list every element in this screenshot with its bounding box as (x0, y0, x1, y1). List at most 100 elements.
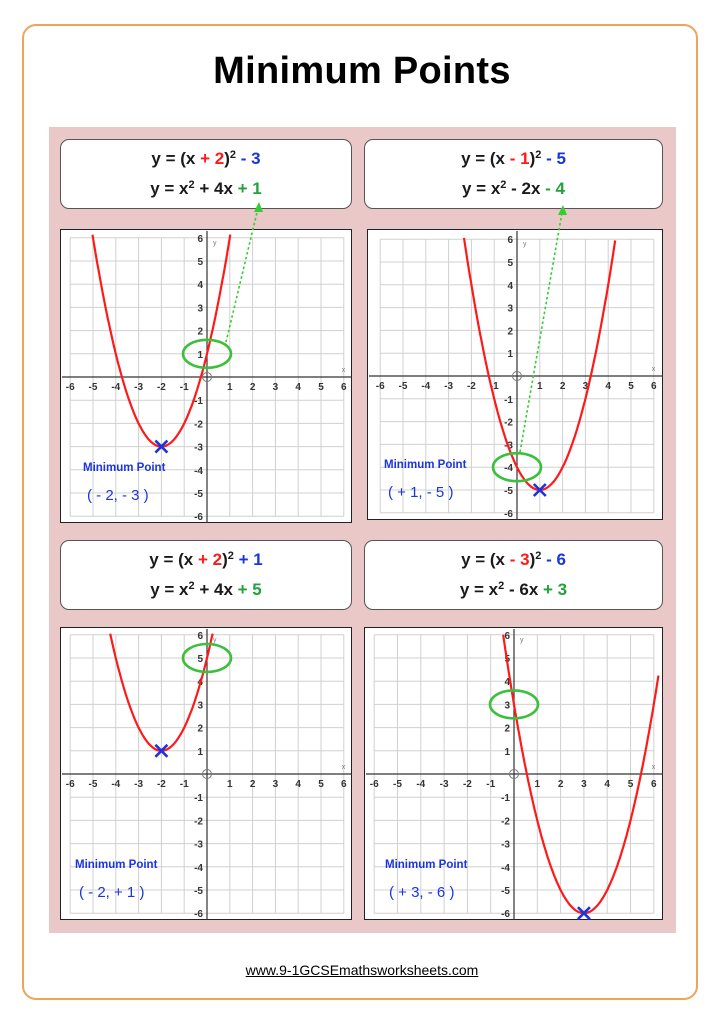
y-tick-label: -4 (194, 466, 203, 477)
origin-marker (202, 372, 212, 382)
x-tick-label: 2 (558, 779, 564, 790)
x-tick-label: 4 (295, 779, 301, 790)
y-axis-label: y (213, 240, 217, 247)
x-tick-label: -3 (134, 382, 143, 393)
x-tick-label: -2 (157, 382, 166, 393)
y-tick-label: 4 (504, 677, 510, 688)
page-title: Minimum Points (213, 50, 511, 92)
y-tick-label: -6 (501, 909, 510, 920)
y-tick-label: -3 (194, 443, 203, 454)
y-axis-label: y (213, 637, 217, 644)
x-tick-label: 4 (604, 779, 610, 790)
parabola-curve (502, 634, 660, 915)
minimum-point-coords: ( + 3, - 6 ) (389, 884, 455, 901)
minimum-point-coords: ( - 2, - 3 ) (87, 487, 149, 504)
minimum-point-label: Minimum Point (83, 462, 166, 474)
y-axis-label: y (523, 241, 527, 248)
x-tick-label: -4 (111, 382, 120, 393)
x-tick-label: 5 (318, 382, 324, 393)
y-tick-label: -1 (501, 793, 510, 804)
x-tick-label: 3 (581, 779, 587, 790)
x-tick-label: -6 (66, 779, 75, 790)
x-tick-label: -1 (486, 779, 495, 790)
vertex-form-equation: y = (x - 1)2 - 5 (461, 149, 566, 168)
x-tick-label: 4 (295, 382, 301, 393)
y-tick-label: 3 (507, 304, 513, 315)
x-tick-label: -5 (393, 779, 402, 790)
y-axis-label: y (520, 637, 524, 644)
expanded-equation: y = x2 - 6x + 3 (459, 580, 568, 599)
x-tick-label: -1 (180, 779, 189, 790)
x-tick-label: -2 (463, 779, 472, 790)
minimum-marker-stroke (532, 483, 547, 497)
graph-2: x y -6 -5 -4 -3 -2 -1 1 2 3 4 5 6 6 5 4 3 2 1 -1 -2 -3 -4 -5 -6 M… (367, 229, 663, 520)
x-tick-label: 5 (318, 779, 324, 790)
x-tick-label: -4 (111, 779, 120, 790)
expanded-equation: y = x2 - 2x - 4 (461, 179, 565, 198)
graph-1-canvas: x y -6 -5 -4 -3 -2 -1 1 2 3 4 5 6 6 5 4 3 2 1 -1 -2 -3 -4 -5 -6 (62, 231, 352, 523)
origin-marker (509, 769, 519, 779)
x-tick-label: 5 (628, 779, 634, 790)
minimum-marker-stroke (154, 743, 169, 758)
minimum-marker-stroke (576, 906, 591, 921)
y-tick-label: 2 (504, 724, 510, 735)
y-tick-label: 3 (197, 303, 203, 314)
x-tick-label: 2 (250, 382, 256, 393)
equation-box-4: y = (x - 3)2 - 6 y = x2 - 6x + 3 (364, 540, 663, 610)
minimum-point-label: Minimum Point (75, 859, 158, 871)
y-intercept-highlight (181, 338, 233, 370)
minimum-point-label: Minimum Point (384, 459, 467, 471)
x-tick-label: -1 (180, 382, 189, 393)
y-tick-label: 5 (197, 257, 203, 268)
equation-box-1: y = (x + 2)2 - 3 y = x2 + 4x + 1 (60, 139, 352, 209)
y-tick-label: -4 (504, 463, 513, 474)
minimum-point-label: Minimum Point (385, 859, 468, 871)
y-tick-label: 3 (197, 700, 203, 711)
x-tick-label: 1 (227, 382, 233, 393)
x-axis-label: x (342, 764, 346, 771)
y-tick-label: -5 (194, 489, 203, 500)
equation-box-2: y = (x - 1)2 - 5 y = x2 - 2x - 4 (364, 139, 663, 209)
x-tick-label: 5 (628, 381, 634, 392)
y-tick-label: 6 (507, 235, 513, 246)
page-frame (22, 24, 698, 1000)
y-tick-label: -5 (504, 486, 513, 497)
minimum-point-coords: ( + 1, - 5 ) (388, 484, 454, 501)
x-tick-label: 2 (250, 779, 256, 790)
graph-3: x y -6 -5 -4 -3 -2 -1 1 2 3 4 5 6 6 5 4 3 2 1 -1 -2 -3 -4 -5 -6 M… (60, 627, 352, 920)
y-tick-label: 4 (507, 281, 513, 292)
y-tick-label: -2 (501, 816, 510, 827)
footer-link[interactable]: www.9-1GCSEmathsworksheets.com (245, 962, 479, 978)
y-tick-label: 6 (197, 631, 203, 642)
y-tick-label: -2 (504, 418, 513, 429)
y-tick-label: -6 (504, 509, 513, 520)
x-tick-label: -2 (157, 779, 166, 790)
x-tick-label: -4 (421, 381, 430, 392)
y-intercept-highlight (181, 642, 233, 674)
y-tick-label: -4 (501, 863, 510, 874)
y-tick-label: -2 (194, 816, 203, 827)
x-tick-label: -6 (376, 381, 385, 392)
x-tick-label: -1 (490, 381, 499, 392)
x-tick-label: -4 (416, 779, 425, 790)
x-tick-label: 3 (273, 382, 279, 393)
y-tick-label: 1 (504, 747, 510, 758)
vertex-form-equation: y = (x - 3)2 - 6 (461, 550, 566, 569)
y-tick-label: 6 (504, 631, 510, 642)
x-tick-label: 1 (535, 779, 541, 790)
x-tick-label: -3 (440, 779, 449, 790)
y-tick-label: -5 (194, 886, 203, 897)
x-tick-label: -5 (399, 381, 408, 392)
y-tick-label: 2 (197, 724, 203, 735)
expanded-equation: y = x2 + 4x + 5 (150, 580, 262, 599)
y-tick-label: 3 (504, 700, 510, 711)
x-tick-label: 6 (651, 381, 657, 392)
y-tick-label: -1 (504, 395, 513, 406)
y-tick-label: -3 (194, 840, 203, 851)
y-tick-label: -6 (194, 512, 203, 523)
minimum-marker-stroke (154, 439, 169, 454)
x-tick-label: 6 (341, 779, 347, 790)
